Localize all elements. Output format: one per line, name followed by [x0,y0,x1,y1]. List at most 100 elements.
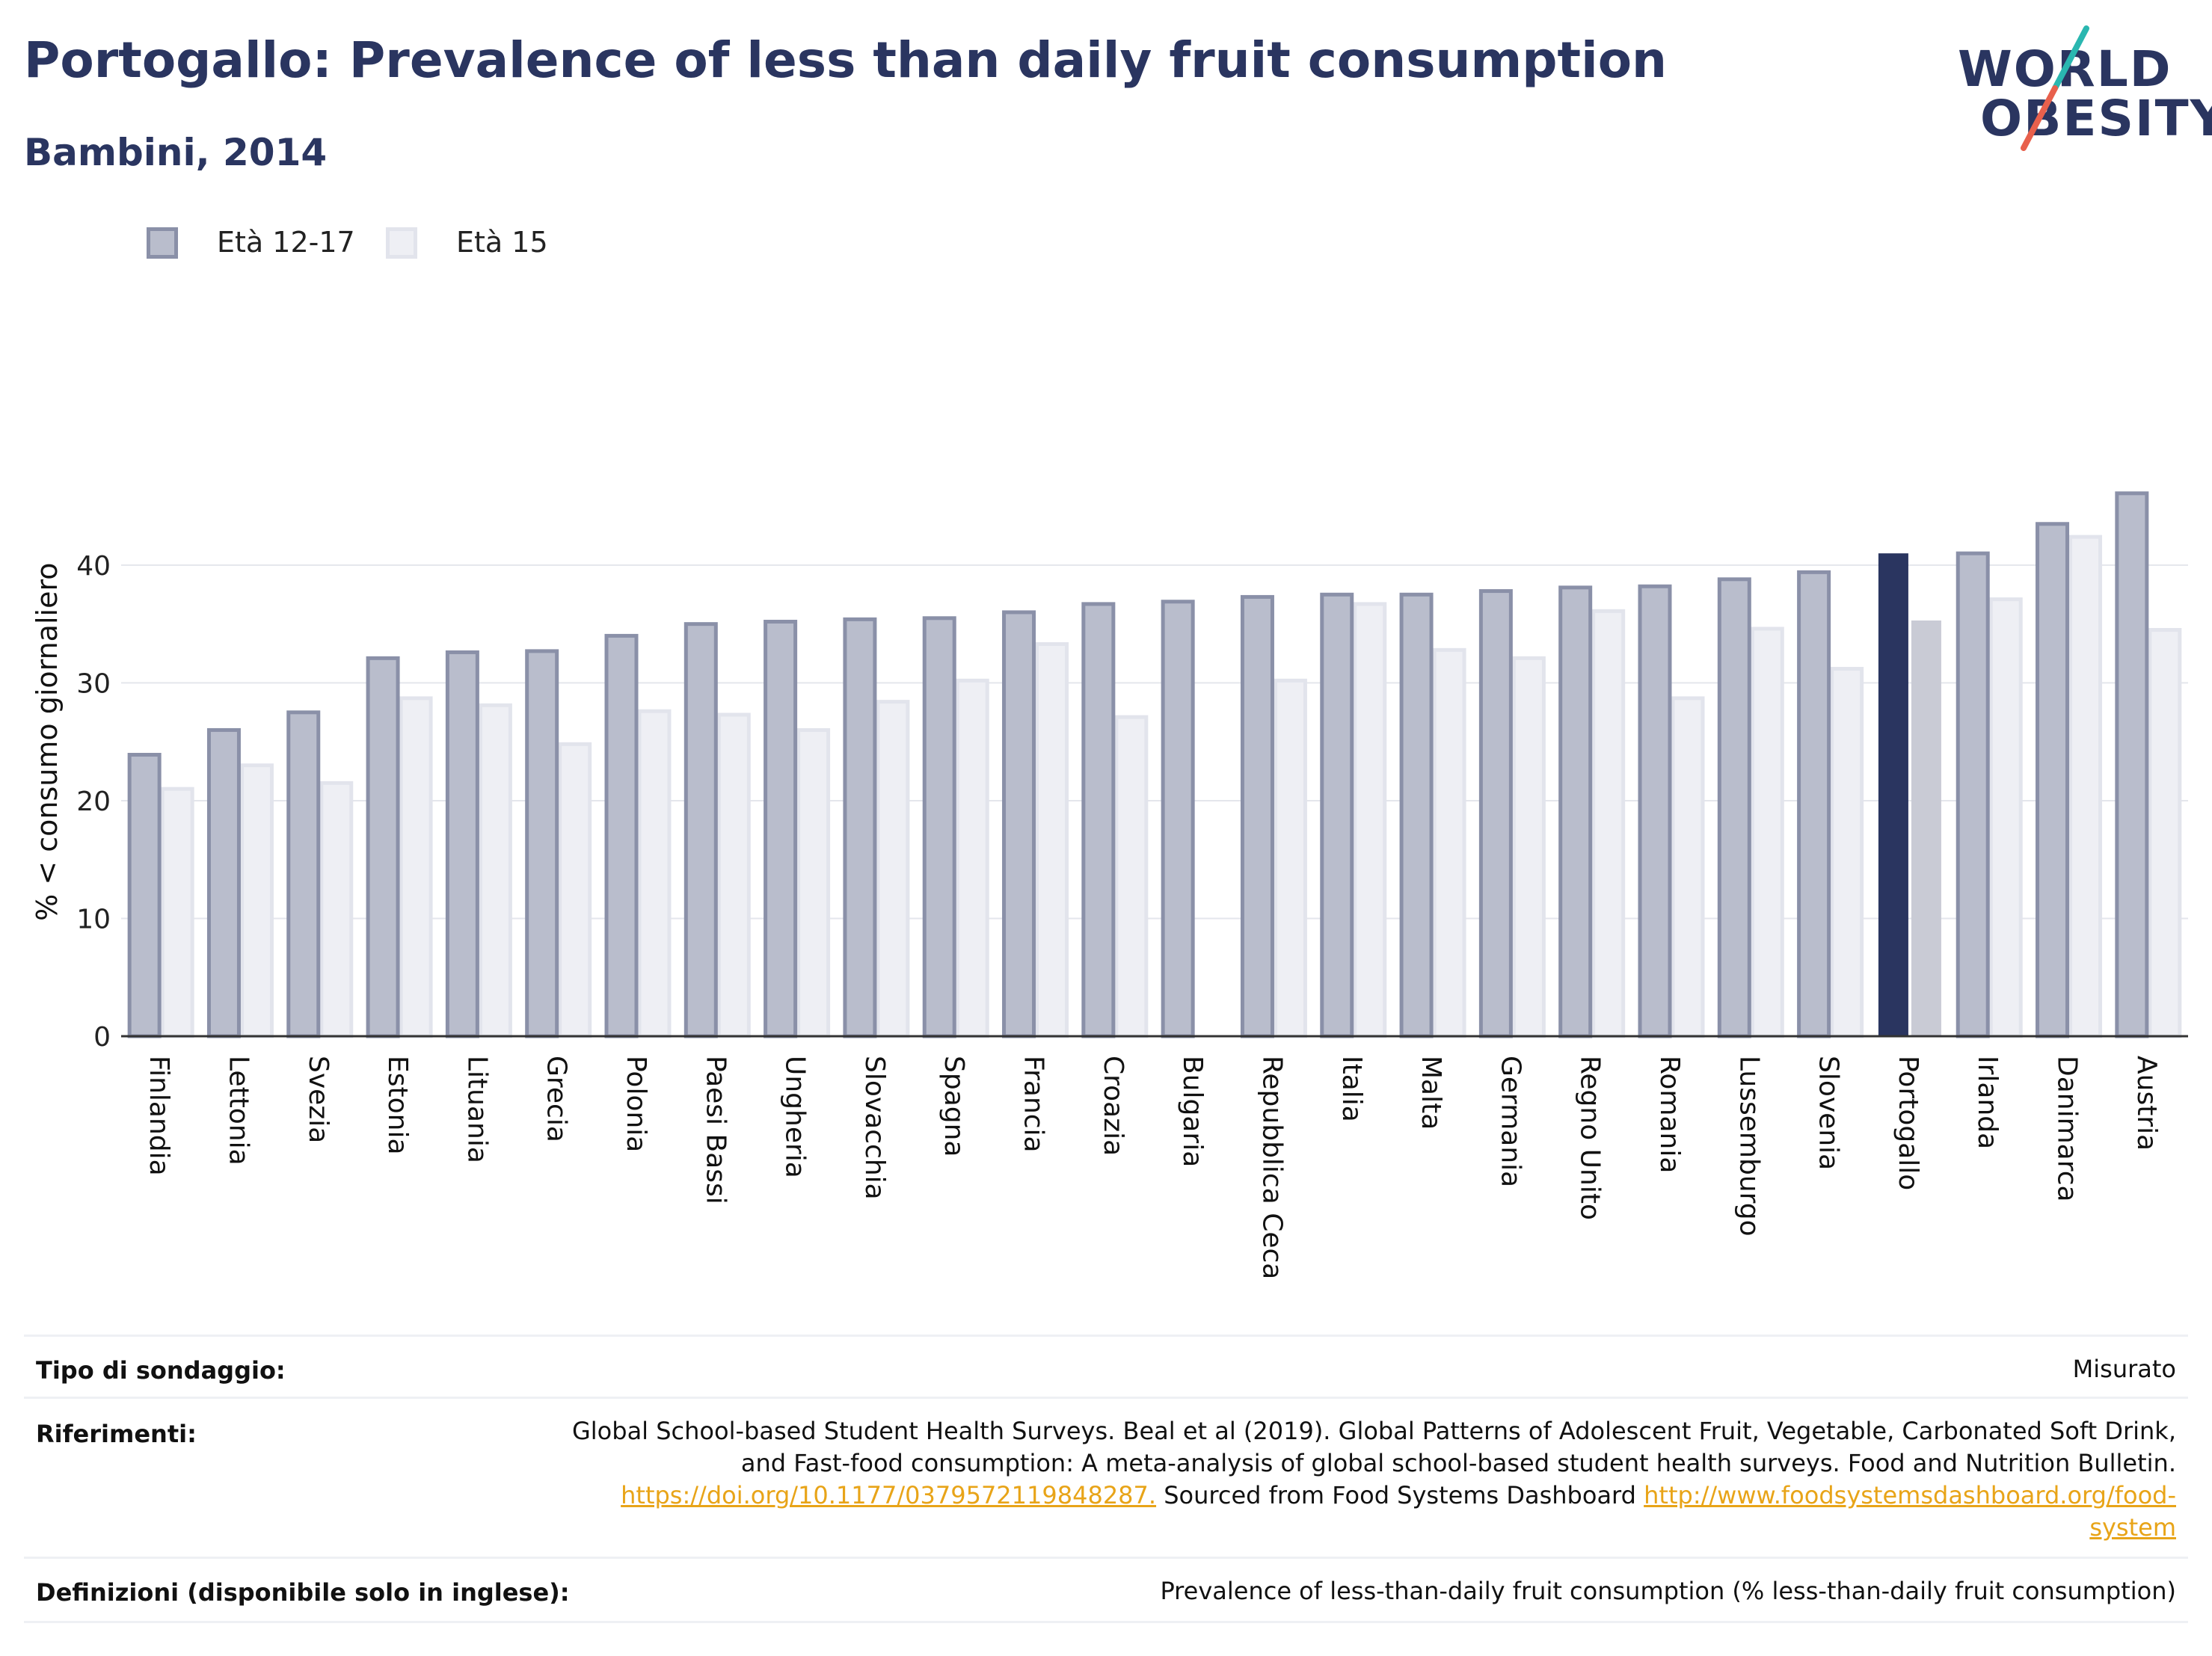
legend-label-age-12-17: Età 12-17 [217,226,355,259]
bar-age-12-17 [2115,491,2149,1038]
bar-age-15 [1035,641,1069,1038]
bar-age-12-17 [525,649,559,1038]
bar-age-12-17 [1081,602,1116,1038]
legend-swatch-age-12-17 [147,227,178,259]
bar-age-12-17 [1956,551,1990,1038]
meta-row-references: Riferimenti: Global School-based Student… [24,1397,2188,1559]
bar-age-12-17 [1878,553,1908,1036]
x-tick-label: Svezia [303,1056,334,1143]
x-tick-label: Germania [1495,1056,1526,1187]
bar-age-15 [558,742,592,1038]
bar-age-15 [1432,647,1466,1038]
meta-row-survey-type: Tipo di sondaggio: Misurato [24,1335,2188,1399]
x-tick-label: Polonia [621,1056,651,1152]
meta-key-definitions: Definizioni (disponibile solo in inglese… [36,1578,570,1607]
references-mid-text: Sourced from Food Systems Dashboard [1156,1481,1644,1509]
bar-age-15 [1591,609,1626,1038]
y-axis-label: % < consumo giornaliero [31,563,64,921]
x-tick-label: Croazia [1098,1056,1128,1156]
bar-age-12-17 [2036,522,2070,1038]
y-tick-label: 0 [93,1022,111,1053]
bar-age-15 [1353,602,1387,1038]
bar-age-12-17 [206,727,241,1038]
bar-age-15 [1988,597,2023,1038]
bar-age-12-17 [1161,600,1195,1038]
bar-age-15 [2148,628,2182,1038]
references-line-3: https://doi.org/10.1177/0379572119848287… [381,1480,2176,1512]
bar-age-12-17 [366,656,400,1038]
legend-swatch-age-15 [386,227,417,259]
bar-age-15 [319,781,354,1038]
dashboard-link[interactable]: http://www.foodsystemsdashboard.org/food… [1644,1481,2176,1509]
bar-age-15 [1511,656,1546,1038]
y-tick-label: 30 [76,668,111,699]
bar-age-15 [1273,678,1307,1038]
world-obesity-logo: WORLD OBESITY [1944,22,2212,157]
bar-chart: 0 10 20 30 40 % < consumo giornaliero Finlandi… [31,491,2188,1279]
meta-value-references: Global School-based Student Health Surve… [381,1415,2176,1544]
bar-age-12-17 [1399,592,1434,1038]
bar-age-12-17 [1320,592,1354,1038]
y-tick-label: 10 [76,904,111,935]
x-tick-label: Bulgaria [1177,1056,1208,1167]
bar-age-12-17 [127,753,162,1038]
bar-age-15 [716,712,751,1038]
bar-age-12-17 [1240,594,1274,1038]
bar-age-12-17 [1478,589,1513,1038]
legend-label-age-15: Età 15 [456,226,548,259]
x-tick-label: Estonia [382,1056,413,1155]
x-tick-label: Finlandia [144,1056,174,1176]
x-tick-label: Grecia [541,1056,572,1142]
bar-age-12-17 [1717,577,1751,1038]
references-line-4: system [381,1512,2176,1544]
x-tick-label: Slovacchia [859,1056,890,1200]
bar-age-15 [1750,627,1784,1038]
bar-age-12-17 [1002,610,1036,1038]
meta-row-definitions: Definizioni (disponibile solo in inglese… [24,1557,2188,1623]
doi-link[interactable]: https://doi.org/10.1177/0379572119848287… [621,1481,1157,1509]
bar-age-12-17 [1797,570,1831,1038]
x-tick-label: Romania [1654,1056,1685,1173]
bar-age-15 [876,700,910,1038]
bar-age-15 [955,678,989,1038]
bar-age-15 [1114,715,1149,1038]
bar-age-15 [796,727,831,1038]
bar-age-12-17 [764,620,798,1038]
bar-age-12-17 [1638,584,1672,1038]
bar-age-12-17 [445,650,479,1038]
x-tick-label: Lituania [461,1056,492,1163]
x-tick-label: Irlanda [1972,1056,2003,1149]
x-tick-label: Malta [1416,1056,1446,1130]
bar-age-12-17 [843,617,877,1038]
bar-age-15 [160,787,194,1038]
x-tick-label: Slovenia [1813,1056,1844,1170]
y-tick-label: 20 [76,787,111,817]
bar-age-15 [1911,620,1941,1036]
x-tick-label: Lussemburgo [1733,1056,1764,1237]
dashboard-link-cont[interactable]: system [2089,1513,2176,1542]
bar-age-15 [478,703,512,1038]
meta-value-survey-type: Misurato [2072,1355,2176,1383]
x-tick-label: Italia [1336,1056,1367,1122]
x-tick-label: Repubblica Ceca [1256,1056,1287,1279]
page-subtitle: Bambini, 2014 [24,131,328,174]
x-tick-label: Regno Unito [1575,1056,1606,1220]
bar-age-15 [399,696,433,1038]
y-tick-label: 40 [76,551,111,582]
bar-age-15 [1671,696,1705,1038]
meta-key-survey-type: Tipo di sondaggio: [36,1356,286,1385]
meta-key-references: Riferimenti: [36,1420,197,1448]
bar-age-12-17 [286,710,321,1038]
bar-age-12-17 [683,622,718,1038]
x-tick-label: Danimarca [2052,1056,2083,1202]
bar-age-15 [1830,667,1864,1038]
x-tick-label: Lettonia [223,1056,254,1166]
x-tick-label: Spagna [938,1056,969,1157]
bar-age-12-17 [922,616,956,1038]
x-tick-label: Austria [2131,1056,2162,1151]
logo-text-obesity: OBESITY [1980,90,2212,147]
x-tick-label: Ungheria [780,1056,811,1178]
references-line-2: and Fast-food consumption: A meta-analys… [740,1449,2176,1477]
bar-age-12-17 [1558,585,1593,1038]
x-tick-label: Portogallo [1893,1056,1923,1190]
